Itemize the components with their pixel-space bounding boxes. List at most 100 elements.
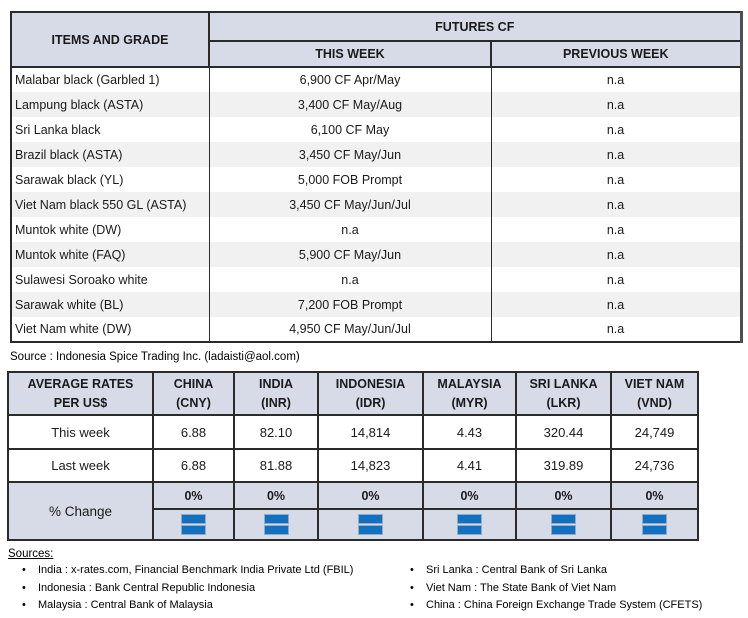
currency-code: (IDR) xyxy=(355,395,386,410)
table-row: Viet Nam black 550 GL (ASTA) 3,450 CF Ma… xyxy=(10,192,742,217)
table-row: Muntok white (DW) n.a n.a xyxy=(10,217,742,242)
column-header-indonesia: INDONESIA (IDR) xyxy=(317,371,424,416)
currency-code: (INR) xyxy=(261,395,291,410)
this-week-value: 3,450 CF May/Jun/Jul xyxy=(208,192,492,217)
column-header-malaysia: MALAYSIA (MYR) xyxy=(422,371,517,416)
previous-week-value: n.a xyxy=(490,192,742,217)
no-change-equal-icon xyxy=(552,515,575,534)
this-week-value: 6,100 CF May xyxy=(208,117,492,142)
rate-value: 319.89 xyxy=(515,448,612,483)
this-week-value: 3,400 CF May/Aug xyxy=(208,92,492,117)
this-week-value: 4,950 CF May/Jun/Jul xyxy=(208,317,492,342)
change-indicator-cell xyxy=(610,508,699,541)
last-week-label: Last week xyxy=(7,448,154,483)
rate-value: 6.88 xyxy=(152,414,235,450)
futures-header-row-1: ITEMS AND GRADE FUTURES CF xyxy=(10,11,743,68)
previous-week-value: n.a xyxy=(490,242,742,267)
no-change-equal-icon xyxy=(458,515,481,534)
rate-value: 14,814 xyxy=(317,414,424,450)
item-name: Brazil black (ASTA) xyxy=(10,142,210,167)
this-week-value: 6,900 CF Apr/May xyxy=(208,67,492,92)
items-and-grade-header: ITEMS AND GRADE xyxy=(10,11,210,68)
previous-week-header: PREVIOUS WEEK xyxy=(489,40,743,68)
change-indicator-row xyxy=(8,508,699,541)
rate-value: 4.43 xyxy=(422,414,517,450)
average-rates-line2: PER US$ xyxy=(53,395,108,410)
source-item: India : x-rates.com, Financial Benchmark… xyxy=(20,562,396,580)
rate-value: 24,749 xyxy=(610,414,699,450)
this-week-value: 7,200 FOB Prompt xyxy=(208,292,492,317)
this-week-value: 5,900 CF May/Jun xyxy=(208,242,492,267)
previous-week-value: n.a xyxy=(490,117,742,142)
previous-week-value: n.a xyxy=(490,267,742,292)
table-row: Brazil black (ASTA) 3,450 CF May/Jun n.a xyxy=(10,142,742,167)
rate-value: 81.88 xyxy=(233,448,319,483)
source-item: Viet Nam : The State Bank of Viet Nam xyxy=(408,580,740,598)
rate-value: 320.44 xyxy=(515,414,612,450)
no-change-equal-icon xyxy=(264,515,288,534)
sources-list-right: Sri Lanka : Central Bank of Sri Lanka Vi… xyxy=(396,562,740,615)
previous-week-value: n.a xyxy=(490,217,742,242)
last-week-row: Last week 6.88 81.88 14,823 4.41 319.89 … xyxy=(7,448,699,483)
average-rates-line1: AVERAGE RATES xyxy=(27,377,134,392)
table-row: Sarawak black (YL) 5,000 FOB Prompt n.a xyxy=(10,167,742,192)
country-name: INDIA xyxy=(258,377,294,392)
source-item: Malaysia : Central Bank of Malaysia xyxy=(20,597,396,615)
column-header-viet-nam: VIET NAM (VND) xyxy=(610,371,699,416)
source-note: Source : Indonesia Spice Trading Inc. (l… xyxy=(10,351,300,363)
no-change-equal-icon xyxy=(643,515,666,534)
this-week-value: n.a xyxy=(208,267,492,292)
futures-header-row-2: THIS WEEK PREVIOUS WEEK xyxy=(11,40,743,68)
exchange-rates-table: AVERAGE RATES PER US$ CHINA (CNY) INDIA … xyxy=(7,371,699,541)
this-week-header: THIS WEEK xyxy=(208,40,492,68)
table-row: Sulawesi Soroako white n.a n.a xyxy=(10,267,742,292)
rate-value: 24,736 xyxy=(610,448,699,483)
item-name: Sri Lanka black xyxy=(10,117,210,142)
average-rates-header: AVERAGE RATES PER US$ xyxy=(7,371,154,416)
currency-code: (CNY) xyxy=(176,395,211,410)
percent-change-value: 0% xyxy=(152,481,235,510)
item-name: Sarawak white (BL) xyxy=(10,292,210,317)
this-week-row: This week 6.88 82.10 14,814 4.43 320.44 … xyxy=(7,414,699,450)
percent-change-value: 0% xyxy=(515,481,612,510)
this-week-value: 3,450 CF May/Jun xyxy=(208,142,492,167)
rate-value: 4.41 xyxy=(422,448,517,483)
sources-columns: India : x-rates.com, Financial Benchmark… xyxy=(8,562,740,615)
no-change-equal-icon xyxy=(182,515,205,534)
table-row: Sri Lanka black 6,100 CF May n.a xyxy=(10,117,742,142)
sources-section: Sources: India : x-rates.com, Financial … xyxy=(8,548,740,615)
sources-list-left: India : x-rates.com, Financial Benchmark… xyxy=(8,562,396,615)
table-row: Viet Nam white (DW) 4,950 CF May/Jun/Jul… xyxy=(10,317,742,342)
rate-value: 6.88 xyxy=(152,448,235,483)
source-item: Indonesia : Bank Central Republic Indone… xyxy=(20,580,396,598)
futures-cf-header: FUTURES CF xyxy=(207,11,743,42)
percent-change-value: 0% xyxy=(317,481,424,510)
item-name: Lampung black (ASTA) xyxy=(10,92,210,117)
previous-week-value: n.a xyxy=(490,142,742,167)
item-name: Sarawak black (YL) xyxy=(10,167,210,192)
currency-code: (LKR) xyxy=(546,395,581,410)
this-week-value: 5,000 FOB Prompt xyxy=(208,167,492,192)
country-name: VIET NAM xyxy=(624,377,685,392)
column-header-china: CHINA (CNY) xyxy=(152,371,235,416)
currency-code: (VND) xyxy=(637,395,672,410)
futures-table: ITEMS AND GRADE FUTURES CF THIS WEEK PRE… xyxy=(10,11,743,343)
rates-header-row: AVERAGE RATES PER US$ CHINA (CNY) INDIA … xyxy=(7,371,699,416)
percent-change-value: 0% xyxy=(610,481,699,510)
country-name: SRI LANKA xyxy=(529,377,598,392)
item-name: Malabar black (Garbled 1) xyxy=(10,67,210,92)
country-name: CHINA xyxy=(173,377,214,392)
change-indicator-cell xyxy=(152,508,235,541)
sources-heading: Sources: xyxy=(8,548,54,560)
source-item: Sri Lanka : Central Bank of Sri Lanka xyxy=(408,562,740,580)
rate-value: 82.10 xyxy=(233,414,319,450)
table-row: Sarawak white (BL) 7,200 FOB Prompt n.a xyxy=(10,292,742,317)
previous-week-value: n.a xyxy=(490,67,742,92)
change-indicator-cell xyxy=(233,508,319,541)
percent-change-value: 0% xyxy=(233,481,319,510)
source-item: China : China Foreign Exchange Trade Sys… xyxy=(408,597,740,615)
this-week-value: n.a xyxy=(208,217,492,242)
table-row: Lampung black (ASTA) 3,400 CF May/Aug n.… xyxy=(10,92,742,117)
item-name: Viet Nam white (DW) xyxy=(10,317,210,342)
